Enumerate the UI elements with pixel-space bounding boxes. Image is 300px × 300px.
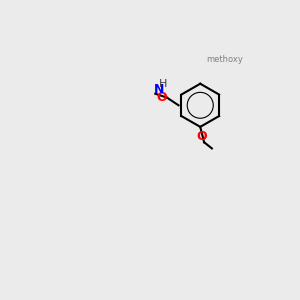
Text: O: O <box>156 91 167 104</box>
Text: H: H <box>159 79 167 89</box>
Text: O: O <box>196 130 207 142</box>
Text: N: N <box>154 83 164 96</box>
Text: methoxy: methoxy <box>206 55 243 64</box>
